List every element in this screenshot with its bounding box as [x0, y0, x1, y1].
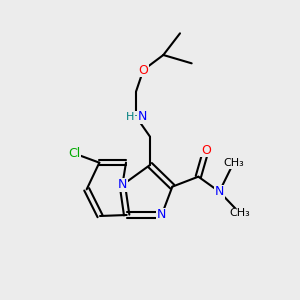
- Text: H: H: [132, 112, 140, 122]
- Text: CH₃: CH₃: [230, 208, 250, 218]
- Text: N: N: [157, 208, 166, 221]
- Text: O: O: [138, 64, 148, 76]
- Text: H: H: [126, 112, 134, 122]
- Text: N: N: [137, 110, 147, 123]
- Text: N: N: [118, 178, 127, 191]
- Text: N: N: [214, 185, 224, 198]
- Text: O: O: [201, 143, 211, 157]
- Text: Cl: Cl: [68, 147, 80, 160]
- Text: CH₃: CH₃: [223, 158, 244, 168]
